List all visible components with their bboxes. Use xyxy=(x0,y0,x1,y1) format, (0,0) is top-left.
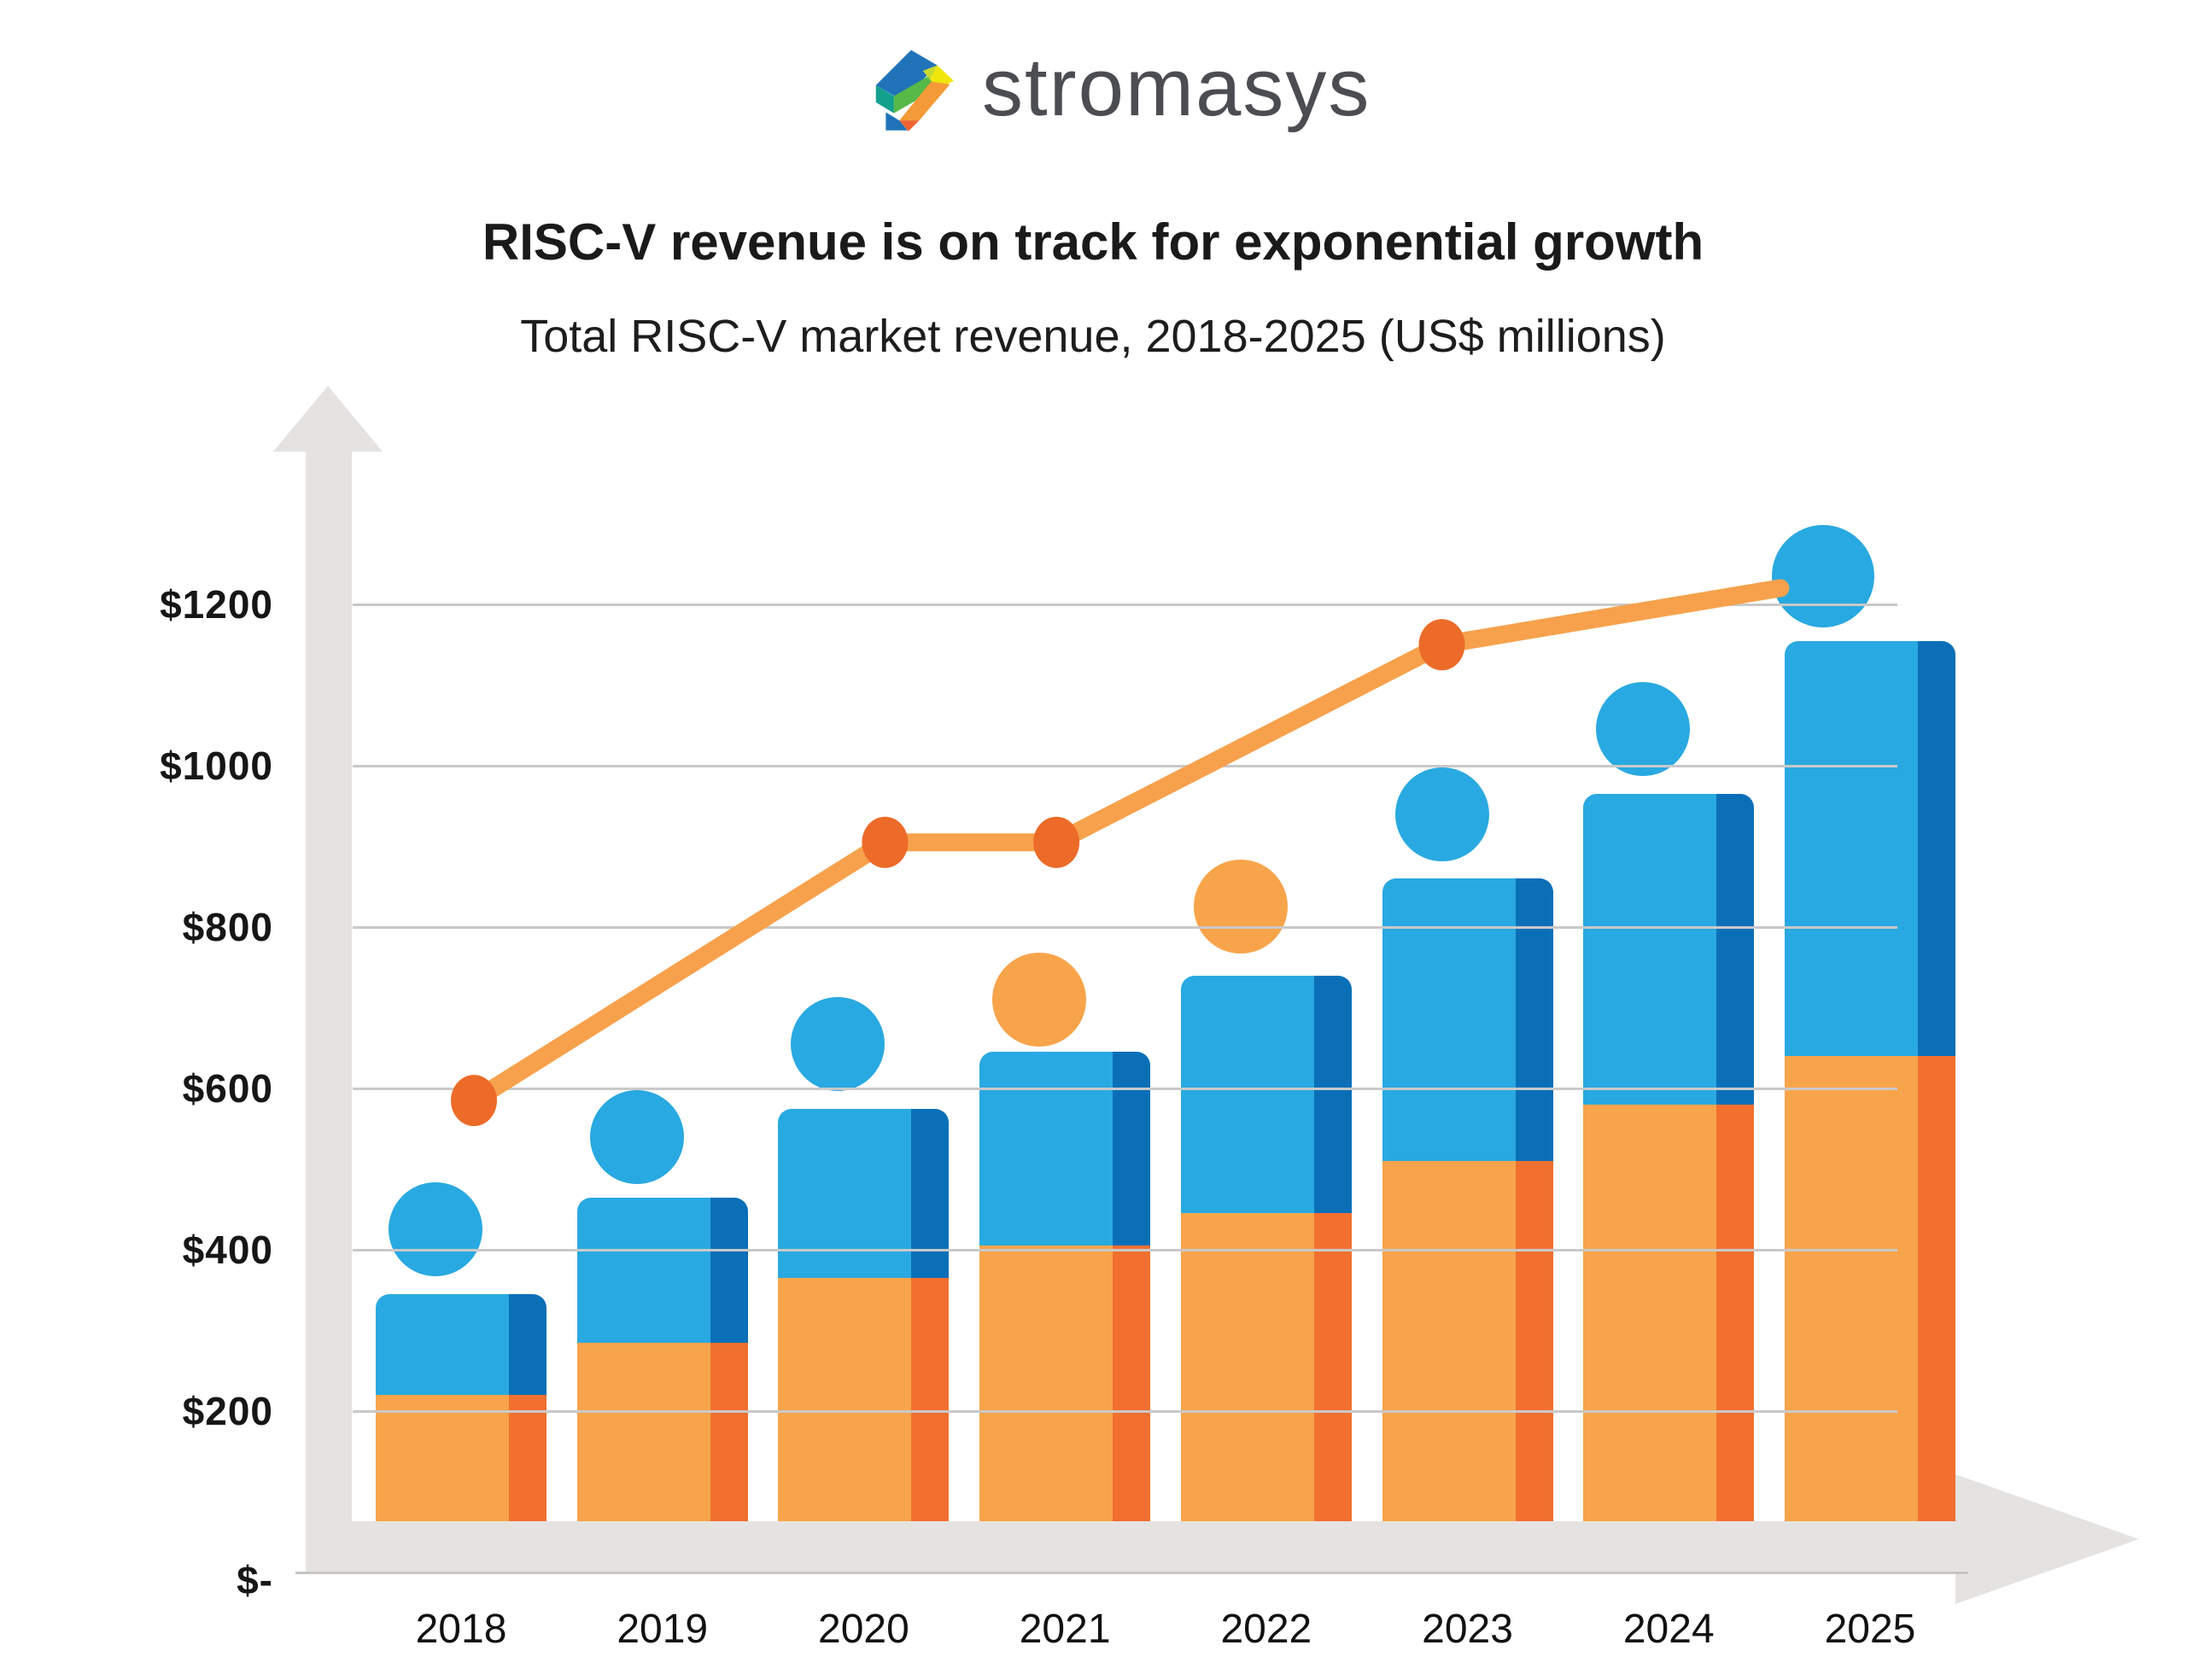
bar-2021-orange-segment-side xyxy=(1113,1245,1151,1521)
bar-2019-orange-segment xyxy=(576,1342,748,1521)
bar-2022-blue-segment-side xyxy=(1313,975,1352,1214)
bar-2022-blue-segment xyxy=(1180,975,1352,1214)
bar-2024-orange-segment-front xyxy=(1583,1104,1717,1521)
x-tick-label-2022: 2022 xyxy=(1220,1607,1312,1652)
bar-2018-orange-segment xyxy=(376,1395,546,1521)
x-tick-label-2018: 2018 xyxy=(415,1607,507,1652)
x-axis-arrow-head-icon xyxy=(1955,1474,2139,1604)
stromasys-logo: stromasys xyxy=(861,41,1371,135)
bar-2023-orange-segment xyxy=(1382,1161,1553,1521)
y-tick-label-600: $600 xyxy=(182,1066,273,1111)
y-tick-label-400: $400 xyxy=(182,1228,273,1272)
bar-2020-orange-segment xyxy=(778,1278,950,1521)
bar-2025-orange-segment-front xyxy=(1784,1056,1918,1521)
bar-2021-orange-segment xyxy=(979,1245,1151,1521)
bar-2020-blue-segment-side xyxy=(911,1108,950,1279)
person-head-2025 xyxy=(1771,524,1874,627)
bar-2021-blue-segment xyxy=(979,1052,1151,1246)
bar-2022-orange-segment-front xyxy=(1180,1213,1314,1521)
y-axis-arrow-head-icon xyxy=(273,386,383,452)
x-tick-label-2021: 2021 xyxy=(1019,1607,1111,1652)
x-axis-baseline xyxy=(295,1572,1968,1574)
person-head-2021 xyxy=(992,953,1087,1047)
x-tick-label-2019: 2019 xyxy=(617,1607,709,1652)
bar-2021-blue-segment-side xyxy=(1113,1052,1151,1246)
bar-2024-blue-segment-front xyxy=(1583,794,1717,1105)
bar-2020-orange-segment-side xyxy=(911,1278,950,1521)
bar-2019-blue-segment xyxy=(576,1197,748,1343)
bar-2023-blue-segment xyxy=(1382,878,1553,1162)
bar-2022-orange-segment xyxy=(1180,1213,1352,1521)
bar-2018-blue-segment-side xyxy=(509,1293,546,1396)
bar-2018-blue-segment xyxy=(376,1293,546,1396)
bar-2025-blue-segment-side xyxy=(1917,640,1955,1057)
stromasys-logo-icon xyxy=(875,50,954,131)
bar-2023-blue-segment-front xyxy=(1382,878,1516,1162)
y-tick-label-1000: $1000 xyxy=(160,744,273,788)
bar-2019-blue-segment-front xyxy=(576,1197,710,1343)
bar-2018-orange-segment-side xyxy=(509,1395,546,1521)
chart-subtitle: Total RISC-V market revenue, 2018-2025 (… xyxy=(520,311,1666,362)
y-axis-arrow-shaft xyxy=(306,451,352,1573)
bar-2025-orange-segment-side xyxy=(1917,1056,1955,1521)
y-tick-label-0: $- xyxy=(237,1558,273,1602)
person-head-2022 xyxy=(1193,860,1288,954)
bar-2025-blue-segment xyxy=(1784,640,1955,1057)
person-head-2024 xyxy=(1596,682,1691,777)
bar-2022-blue-segment-front xyxy=(1180,975,1314,1214)
gridline-400 xyxy=(353,1249,1897,1251)
bar-2019-orange-segment-side xyxy=(710,1342,748,1521)
bar-2020-blue-segment-front xyxy=(778,1108,912,1279)
bar-2018-blue-segment-front xyxy=(376,1293,509,1396)
x-tick-label-2025: 2025 xyxy=(1824,1607,1916,1652)
bar-2023-orange-segment-side xyxy=(1515,1161,1553,1521)
bar-2024-blue-segment xyxy=(1583,794,1755,1105)
bar-2024-orange-segment xyxy=(1583,1104,1755,1521)
bar-2020-orange-segment-front xyxy=(778,1278,912,1521)
bar-2018-orange-segment-front xyxy=(376,1395,509,1521)
person-head-2018 xyxy=(389,1182,482,1277)
gridline-800 xyxy=(353,926,1897,929)
bar-2022-orange-segment-side xyxy=(1313,1213,1352,1521)
x-tick-label-2023: 2023 xyxy=(1422,1607,1513,1652)
y-tick-label-1200: $1200 xyxy=(160,582,273,627)
y-tick-label-200: $200 xyxy=(182,1389,273,1433)
gridline-200 xyxy=(353,1410,1897,1413)
x-tick-label-2020: 2020 xyxy=(818,1607,909,1652)
y-tick-label-800: $800 xyxy=(182,905,273,949)
x-tick-label-2024: 2024 xyxy=(1622,1607,1715,1652)
bar-2019-orange-segment-front xyxy=(576,1342,710,1521)
bar-2023-orange-segment-front xyxy=(1382,1161,1516,1521)
bar-2023-blue-segment-side xyxy=(1515,878,1553,1162)
person-head-2020 xyxy=(791,997,886,1092)
bar-2021-orange-segment-front xyxy=(979,1245,1113,1521)
x-axis-arrow-shaft xyxy=(306,1521,1955,1573)
gridline-1000 xyxy=(353,765,1897,767)
bar-2020-blue-segment xyxy=(778,1108,950,1279)
person-head-2023 xyxy=(1394,767,1489,861)
gridline-600 xyxy=(353,1088,1897,1090)
bar-2024-blue-segment-side xyxy=(1716,794,1755,1105)
person-head-2019 xyxy=(589,1089,684,1184)
bar-2024-orange-segment-side xyxy=(1716,1104,1755,1521)
chart-title: RISC-V revenue is on track for exponenti… xyxy=(482,213,1704,271)
bar-2019-blue-segment-side xyxy=(710,1197,748,1343)
bar-2021-blue-segment-front xyxy=(979,1052,1113,1246)
gridline-1200 xyxy=(353,604,1897,606)
bar-2025-orange-segment xyxy=(1784,1056,1955,1521)
logo-wordmark: stromasys xyxy=(982,42,1371,133)
bar-2025-blue-segment-front xyxy=(1784,640,1918,1057)
